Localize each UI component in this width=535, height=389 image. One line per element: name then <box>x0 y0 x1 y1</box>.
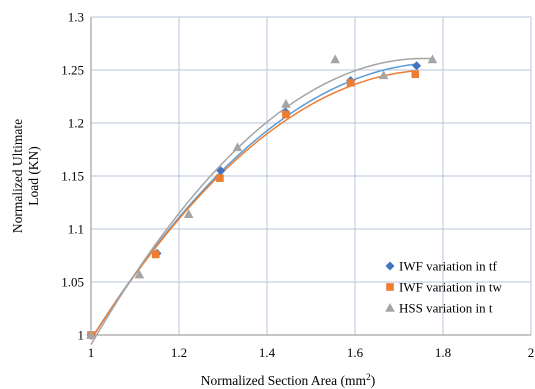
data-point <box>378 70 389 80</box>
legend-marker <box>386 283 394 291</box>
data-point <box>330 54 340 64</box>
y-tick-label: 1.05 <box>61 275 84 290</box>
legend-marker <box>385 261 395 271</box>
trendlines <box>90 57 433 345</box>
data-point <box>216 174 224 182</box>
legend: IWF variation in tf IWF variation in tw HS… <box>385 259 503 316</box>
x-tick-label: 1.8 <box>435 345 451 360</box>
legend-label: IWF variation in tw <box>399 280 503 295</box>
data-point <box>427 54 438 64</box>
data-point <box>216 166 226 176</box>
y-tick-label: 1.2 <box>68 116 84 131</box>
data-point <box>232 142 243 152</box>
y-tick-label: 1.3 <box>68 10 84 25</box>
y-axis-title-line1: Normalized Ultimate <box>10 119 25 233</box>
data-point <box>281 98 291 108</box>
y-tick-label: 1 <box>78 328 85 343</box>
data-markers <box>86 54 438 340</box>
data-point <box>134 269 145 279</box>
x-tick-label: 1 <box>88 345 95 360</box>
trendline <box>90 70 416 341</box>
data-point <box>411 70 420 79</box>
data-point <box>412 61 422 71</box>
x-tick-label: 2 <box>528 345 535 360</box>
y-tick-label: 1.15 <box>61 169 84 184</box>
legend-marker <box>385 303 395 312</box>
y-tick-label: 1.25 <box>61 63 84 78</box>
legend-label: HSS variation in t <box>399 301 493 316</box>
y-axis-title: Normalized Ultimate Load (KN) <box>10 119 41 233</box>
data-point <box>86 330 96 339</box>
data-point <box>346 78 355 87</box>
data-point <box>183 209 194 218</box>
y-tick-labels: 1 1.05 1.1 1.15 1.2 1.25 1.3 <box>61 10 84 343</box>
gridlines <box>90 16 532 336</box>
y-tick-label: 1.1 <box>68 222 84 237</box>
trendline <box>90 57 433 345</box>
data-point <box>151 250 160 259</box>
legend-label: IWF variation in tf <box>399 259 498 274</box>
x-tick-label: 1.6 <box>347 345 364 360</box>
x-tick-labels: 1 1.2 1.4 1.6 1.8 2 <box>88 345 535 360</box>
x-tick-label: 1.4 <box>259 345 276 360</box>
x-tick-label: 1.2 <box>171 345 187 360</box>
data-point <box>282 110 290 119</box>
x-axis-title: Normalized Section Area (mm2) <box>201 373 376 388</box>
y-axis-title-line2: Load (KN) <box>26 146 41 206</box>
